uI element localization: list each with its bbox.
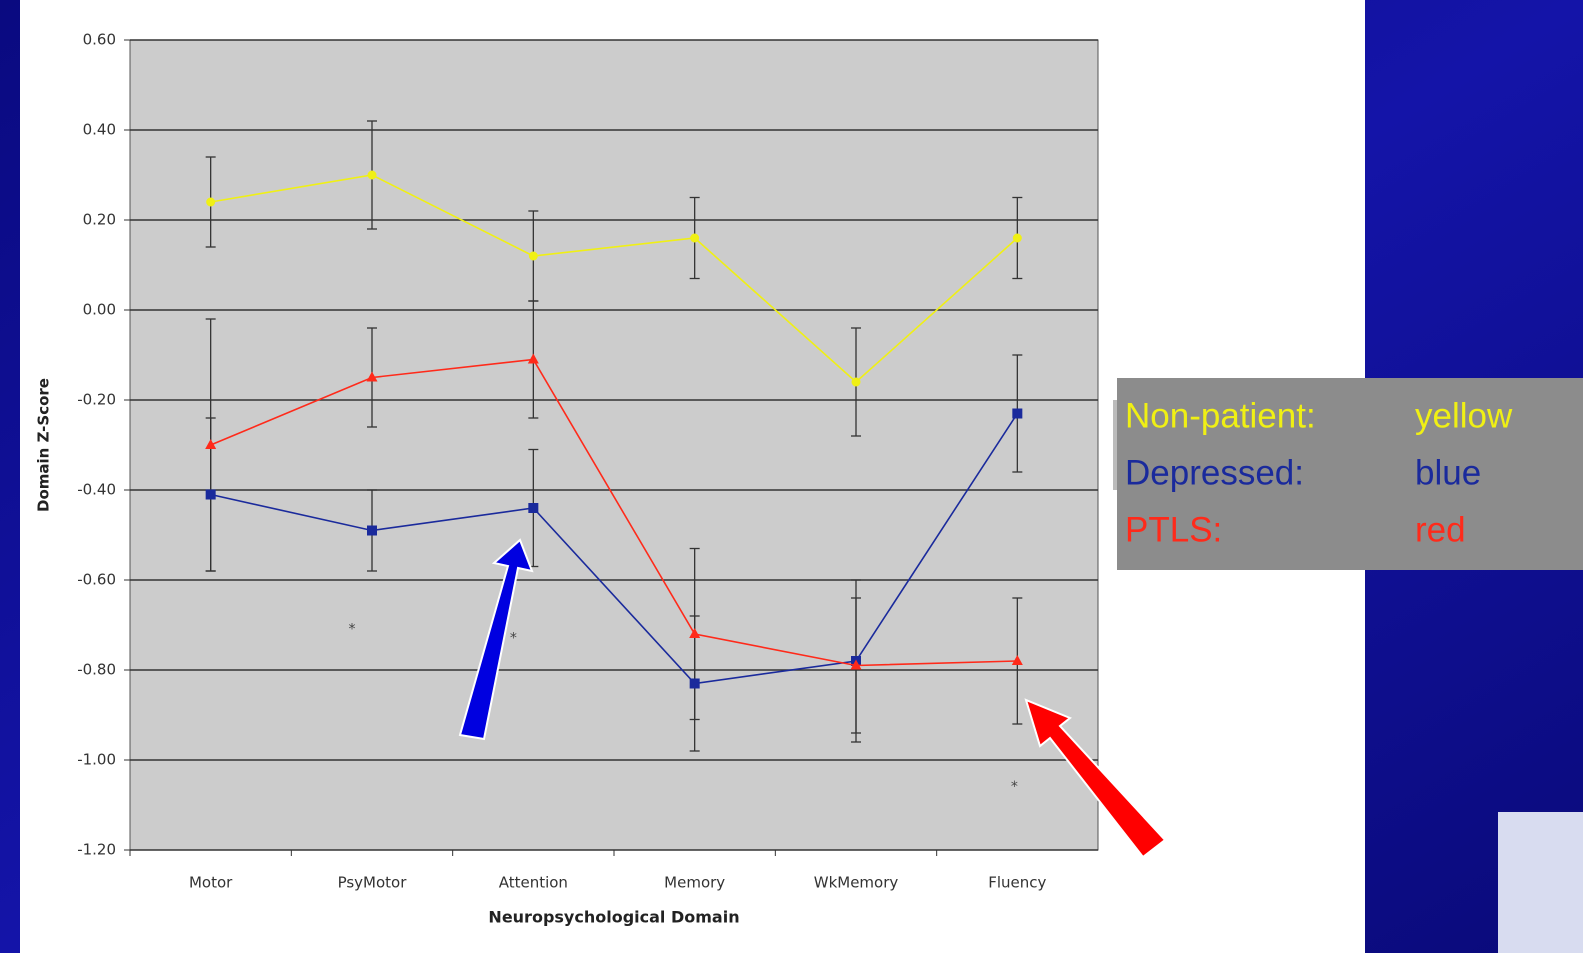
y-axis-title: Domain Z-Score bbox=[35, 378, 53, 512]
legend-label: Non-patient: bbox=[1125, 396, 1316, 435]
point bbox=[690, 234, 699, 243]
y-tick-label: -0.20 bbox=[77, 391, 116, 409]
significance-mark: * bbox=[349, 622, 356, 638]
point bbox=[1013, 234, 1022, 243]
legend-color-label: yellow bbox=[1415, 396, 1513, 435]
point bbox=[367, 526, 377, 536]
y-tick-label: 0.40 bbox=[83, 121, 116, 139]
y-tick-label: -1.00 bbox=[77, 751, 116, 769]
point bbox=[852, 378, 861, 387]
x-tick-label: Motor bbox=[189, 874, 233, 892]
point bbox=[529, 252, 538, 261]
y-tick-label: -1.20 bbox=[77, 841, 116, 859]
x-tick-label: Attention bbox=[499, 874, 568, 892]
legend-color-label: red bbox=[1415, 510, 1466, 549]
point bbox=[1012, 409, 1022, 419]
y-tick-label: -0.40 bbox=[77, 481, 116, 499]
y-tick-label: 0.60 bbox=[83, 31, 116, 49]
point bbox=[368, 171, 377, 180]
y-tick-label: -0.60 bbox=[77, 571, 116, 589]
point bbox=[690, 679, 700, 689]
significance-mark: * bbox=[510, 631, 517, 647]
point bbox=[206, 490, 216, 500]
legend-label: PTLS: bbox=[1125, 510, 1222, 549]
x-axis-title: Neuropsychological Domain bbox=[488, 908, 739, 927]
y-tick-label: -0.80 bbox=[77, 661, 116, 679]
y-tick-label: 0.20 bbox=[83, 211, 116, 229]
x-tick-label: PsyMotor bbox=[338, 874, 408, 892]
legend-color-label: blue bbox=[1415, 453, 1481, 492]
point bbox=[206, 198, 215, 207]
x-tick-label: Fluency bbox=[988, 874, 1046, 892]
y-tick-label: 0.00 bbox=[83, 301, 116, 319]
slide: (Keilp, Neuropsychological Domain Domain… bbox=[0, 0, 1583, 953]
citation: (Keilp, bbox=[1250, 77, 1329, 108]
significance-mark: * bbox=[1011, 779, 1018, 795]
page: {"chart_data": { "type": "line", "y_labe… bbox=[0, 0, 1583, 953]
point bbox=[528, 503, 538, 513]
corner-image bbox=[1498, 812, 1583, 953]
legend-label: Depressed: bbox=[1125, 453, 1304, 492]
x-tick-label: Memory bbox=[664, 874, 725, 892]
x-tick-label: WkMemory bbox=[814, 874, 899, 892]
plot-area bbox=[130, 40, 1098, 850]
